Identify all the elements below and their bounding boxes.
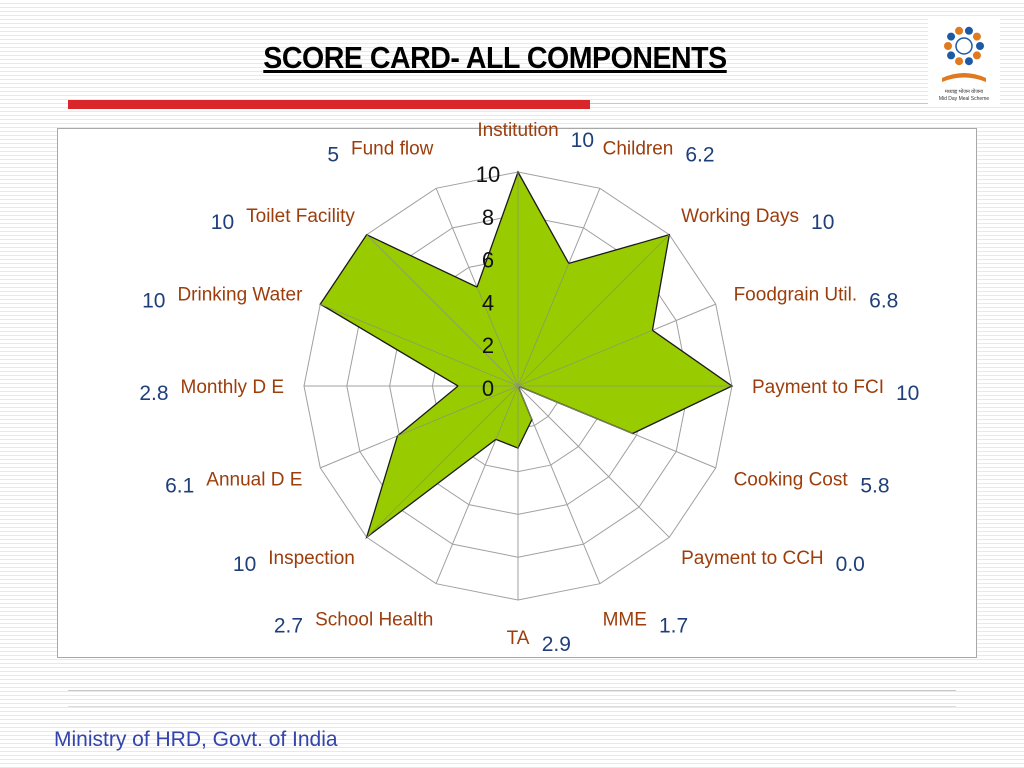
value-label: 0.0	[836, 553, 865, 576]
logo-figure-icon	[947, 32, 956, 41]
series-spoke	[517, 329, 653, 387]
category-labels: Institution Children Working Days Foodgrain…	[177, 120, 884, 649]
footer-text: Ministry of HRD, Govt. of India	[54, 728, 338, 751]
logo-figure-icon	[955, 57, 964, 66]
value-label: 6.1	[165, 475, 194, 498]
logo-figure-icon	[955, 26, 964, 35]
logo-figure-icon	[944, 42, 952, 50]
radial-tick-label: 0	[482, 376, 494, 401]
series-area	[319, 170, 734, 540]
logo-figure-icon	[947, 51, 956, 60]
series-spoke	[366, 385, 519, 538]
value-labels: 10 6.2 10 6.8 10 5.8 0.0 1.7 2.9 2.7 10 6.1 2.8 10 10 5	[139, 129, 919, 656]
value-label: 10	[211, 211, 234, 234]
category-label: Monthly D E	[181, 377, 284, 398]
logo-figure-icon	[976, 42, 984, 50]
series-spoke	[495, 385, 519, 440]
logo-hindi-text: मध्याह्न भोजन योजना	[945, 88, 984, 95]
series-spoke	[397, 385, 519, 437]
series-spoke	[517, 234, 670, 387]
category-label: School Health	[315, 610, 433, 631]
category-label: Institution	[477, 120, 558, 141]
radar-series	[319, 170, 734, 540]
category-label: Foodgrain Util.	[734, 284, 858, 305]
series-spoke	[320, 303, 519, 387]
grid-spoke	[517, 385, 670, 538]
logo-figure-icon	[964, 26, 973, 35]
category-label: Payment to FCI	[752, 377, 884, 398]
radial-tick-label: 2	[482, 333, 494, 358]
category-label: Fund flow	[351, 138, 434, 159]
logo-figure-icon	[972, 51, 981, 60]
category-label: Children	[603, 138, 674, 159]
category-label: MME	[603, 610, 647, 631]
value-label: 10	[896, 382, 919, 405]
header-divider	[590, 103, 930, 104]
series-spoke	[476, 286, 519, 387]
category-label: Toilet Facility	[246, 206, 355, 227]
category-label: Payment to CCH	[681, 548, 824, 569]
value-label: 10	[811, 211, 834, 234]
radial-tick-label: 8	[482, 205, 494, 230]
category-label: Inspection	[268, 548, 355, 569]
radial-tick-label: 4	[482, 290, 494, 315]
radial-tick-label: 10	[476, 162, 500, 187]
logo-caption: Mid Day Meal Scheme	[939, 96, 990, 102]
value-label: 6.2	[685, 143, 714, 166]
slide-title: SCORE CARD- ALL COMPONENTS	[263, 40, 727, 75]
series-spoke	[517, 385, 633, 434]
category-label: Working Days	[681, 206, 799, 227]
value-label: 6.8	[869, 289, 898, 312]
category-label: Cooking Cost	[734, 470, 849, 491]
logo-figure-icon	[964, 57, 973, 66]
footer-divider	[68, 690, 956, 691]
value-label: 10	[233, 553, 256, 576]
radial-tick-label: 6	[482, 248, 494, 273]
value-label: 10	[571, 129, 594, 152]
logo-center-icon	[955, 37, 973, 55]
value-label: 2.9	[542, 633, 571, 656]
category-label: Annual D E	[206, 470, 302, 491]
value-label: 5.8	[860, 475, 889, 498]
value-label: 5	[327, 143, 339, 166]
value-label: 2.8	[139, 382, 168, 405]
accent-bar	[68, 100, 590, 109]
mid-day-meal-logo: मध्याह्न भोजन योजना Mid Day Meal Scheme	[928, 18, 1000, 104]
category-label: TA	[507, 628, 530, 649]
value-label: 2.7	[274, 615, 303, 638]
category-label: Drinking Water	[177, 284, 303, 305]
radial-tick-labels: 0 2 4 6 8 10	[476, 162, 500, 401]
series-spoke	[517, 385, 533, 420]
series-spoke	[517, 263, 570, 387]
logo-figure-icon	[972, 32, 981, 41]
value-label: 1.7	[659, 615, 688, 638]
series-spoke	[366, 234, 519, 387]
value-label: 10	[142, 289, 165, 312]
footer-divider-2	[68, 706, 956, 707]
logo-emblem-icon: मध्याह्न भोजन योजना Mid Day Meal Scheme	[939, 26, 990, 102]
